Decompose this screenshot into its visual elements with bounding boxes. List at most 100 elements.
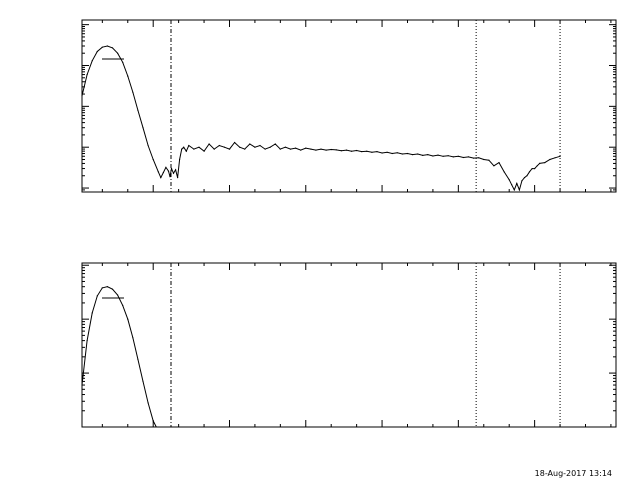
data-point (417, 153, 419, 155)
data-point (122, 304, 124, 306)
data-point (213, 148, 215, 150)
data-point (488, 159, 490, 161)
data-point (193, 148, 195, 150)
lo-channel-panel (81, 19, 617, 193)
data-point (96, 50, 98, 53)
data-point (284, 146, 286, 148)
data-point (101, 287, 103, 289)
data-point (513, 189, 515, 191)
plot-frame (81, 262, 617, 428)
data-point (111, 288, 114, 290)
data-point (86, 340, 88, 342)
data-point (218, 144, 220, 147)
data-point (391, 152, 393, 155)
data-point (86, 74, 88, 76)
data-point (518, 189, 521, 191)
data-point (345, 149, 348, 151)
data-point (447, 155, 449, 157)
data-point (279, 148, 281, 150)
data-point (350, 150, 353, 152)
data-point (162, 171, 164, 174)
data-point (422, 154, 424, 156)
data-point (208, 143, 210, 145)
data-point (401, 153, 403, 155)
data-point (106, 286, 108, 288)
data-point (223, 146, 225, 148)
data-point (127, 75, 129, 77)
data-point (132, 337, 134, 339)
data-point (289, 148, 292, 150)
data-point (147, 402, 149, 404)
data-point (554, 157, 556, 159)
data-point (274, 143, 276, 145)
data-point (101, 46, 103, 48)
data-point (160, 177, 162, 179)
data-point (523, 177, 526, 179)
data-point (549, 158, 551, 161)
data-point (531, 168, 533, 170)
data-point (203, 150, 205, 152)
data-point (310, 148, 312, 150)
data-point (91, 60, 93, 62)
data-point (386, 151, 388, 153)
data-point (503, 171, 505, 173)
data-series-line (82, 286, 157, 427)
data-point (371, 151, 373, 153)
data-point (526, 175, 528, 177)
data-point (366, 150, 368, 152)
data-point (239, 146, 241, 148)
data-point (170, 168, 173, 170)
plot-timestamp: 18-Aug-2017 13:14 (535, 469, 612, 478)
data-point (152, 420, 154, 422)
data-point (381, 152, 383, 154)
data-point (179, 158, 181, 161)
data-point (106, 45, 108, 47)
data-point (81, 384, 83, 386)
data-point (498, 162, 500, 164)
data-point (320, 148, 322, 150)
data-point (172, 172, 175, 174)
data-point (508, 179, 510, 181)
data-point (473, 157, 475, 159)
data-point (478, 157, 480, 159)
data-point (300, 149, 302, 151)
data-point (185, 150, 187, 152)
data-point (152, 158, 154, 161)
data-point (198, 146, 200, 148)
data-point (127, 318, 129, 320)
data-point (325, 149, 327, 151)
data-point (137, 358, 139, 360)
data-point (175, 169, 177, 171)
data-point (442, 155, 444, 157)
data-point (254, 146, 256, 148)
data-point (137, 109, 139, 111)
data-point (340, 150, 342, 152)
data-point (536, 165, 538, 167)
data-point (122, 61, 124, 63)
data-point (165, 166, 167, 168)
data-point (111, 47, 114, 49)
data-series-line (82, 45, 561, 192)
data-point (427, 154, 429, 156)
data-point (96, 295, 98, 297)
data-point (511, 184, 513, 186)
data-point (330, 148, 332, 151)
data-point (516, 182, 518, 184)
data-point (167, 170, 170, 172)
data-point (539, 162, 541, 164)
data-point (181, 148, 183, 150)
data-point (142, 127, 144, 129)
data-point (117, 294, 119, 296)
data-point (177, 177, 179, 179)
data-point (534, 168, 536, 170)
data-point (493, 165, 495, 167)
data-point (559, 155, 561, 157)
data-point (521, 180, 523, 182)
data-point (315, 149, 317, 151)
data-point (376, 151, 378, 153)
data-point (457, 155, 459, 157)
data-point (91, 312, 93, 314)
data-point (452, 156, 454, 158)
data-point (295, 147, 297, 149)
